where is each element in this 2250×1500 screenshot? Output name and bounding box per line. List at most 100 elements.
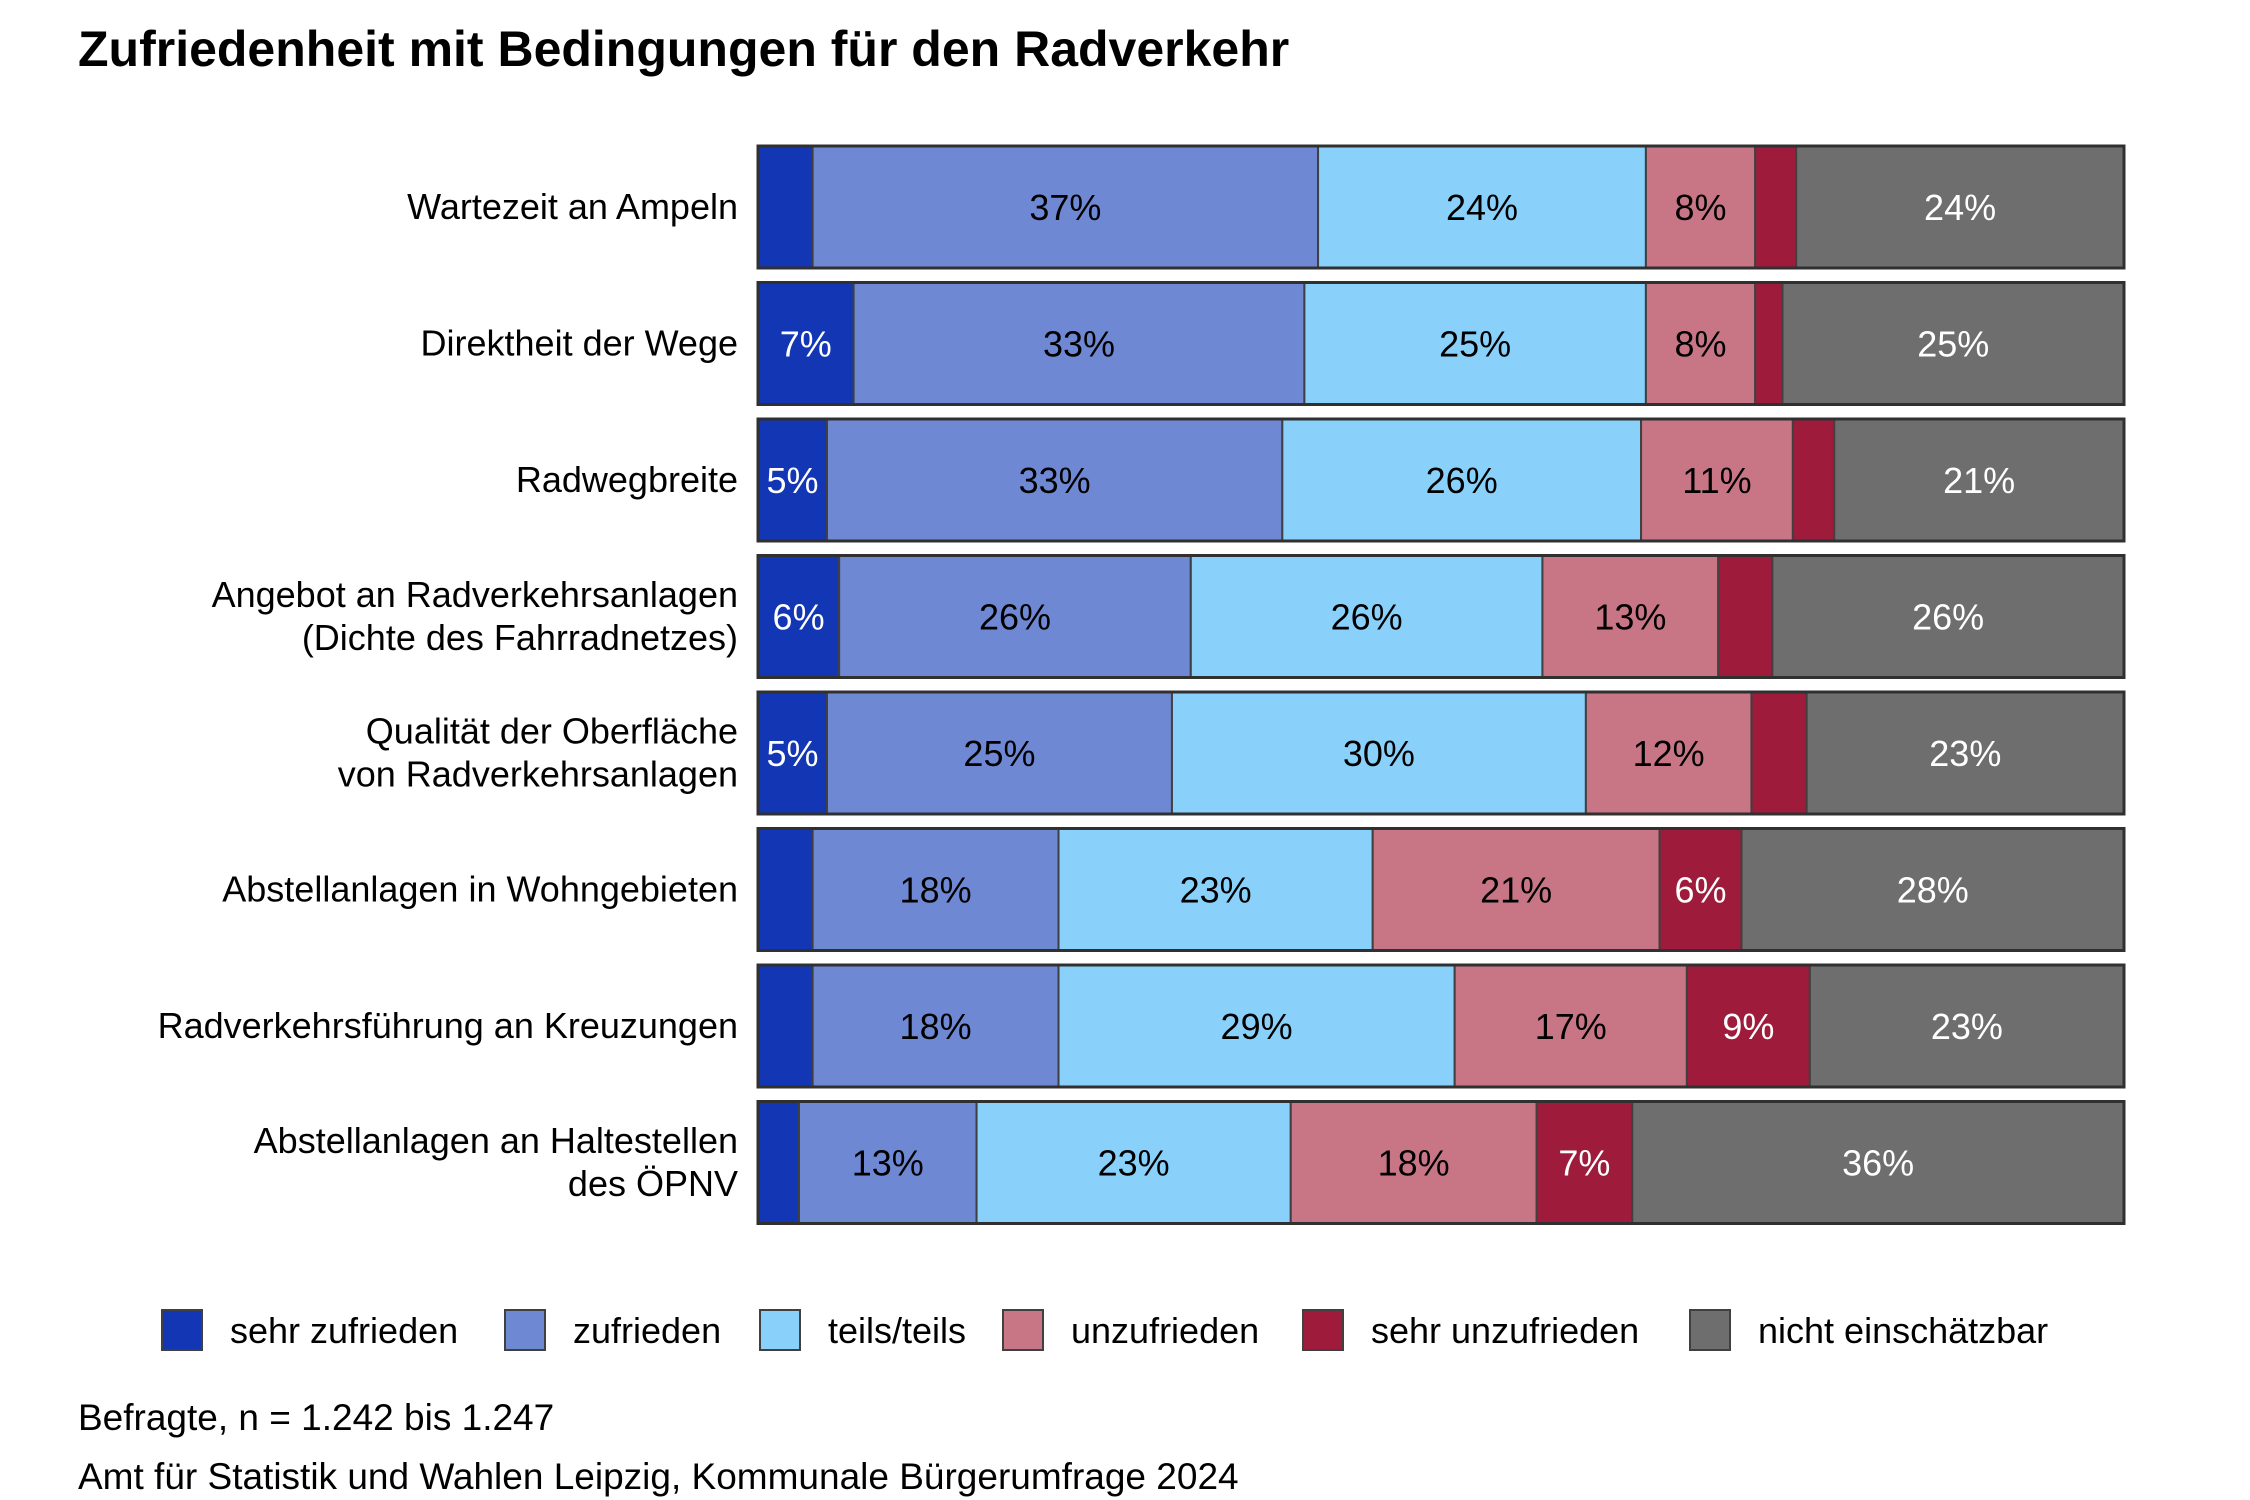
bar-segment xyxy=(1717,554,1774,679)
bar-outline xyxy=(756,417,2126,543)
category-label-line: Qualität der Oberfläche xyxy=(366,711,738,752)
legend-label: teils/teils xyxy=(828,1310,966,1351)
data-label: 25% xyxy=(1917,324,1989,365)
data-label: 6% xyxy=(1675,870,1727,911)
sample-note: Befragte, n = 1.242 bis 1.247 xyxy=(78,1397,555,1438)
category-label-line: Radwegbreite xyxy=(516,459,738,500)
legend-label: sehr unzufrieden xyxy=(1371,1310,1639,1351)
bar-segment xyxy=(1453,964,1688,1088)
legend-swatch xyxy=(504,1309,546,1351)
bar-segment xyxy=(757,418,828,542)
legend-label: unzufrieden xyxy=(1071,1310,1259,1351)
category-label-line: von Radverkehrsanlagen xyxy=(338,754,738,795)
bar-segment xyxy=(1771,554,2125,679)
category-label: Radverkehrsführung an Kreuzungen xyxy=(158,1005,738,1046)
bar-segment xyxy=(1584,691,1753,815)
bar-outline xyxy=(756,963,2126,1089)
bar-segment xyxy=(1754,145,1798,269)
data-label: 23% xyxy=(1929,733,2001,774)
data-label: 6% xyxy=(773,597,825,638)
bar-segment xyxy=(1371,827,1661,952)
category-label-line: Radverkehrsführung an Kreuzungen xyxy=(158,1005,738,1046)
data-label: 33% xyxy=(1019,460,1091,501)
bar-segment xyxy=(1057,964,1456,1088)
bar-segment xyxy=(1535,1100,1634,1225)
data-label: 11% xyxy=(1682,460,1751,501)
legend-swatch xyxy=(161,1309,203,1351)
bar-segment xyxy=(1644,145,1757,269)
data-label: 26% xyxy=(1912,597,1984,638)
bar-segment xyxy=(757,827,814,952)
data-label: 12% xyxy=(1633,733,1705,774)
data-label: 24% xyxy=(1924,187,1996,228)
bar-segment xyxy=(1805,691,2126,815)
category-label: Angebot an Radverkehrsanlagen (Dichte des… xyxy=(212,574,738,658)
data-label: 26% xyxy=(979,597,1051,638)
legend-swatch xyxy=(1002,1309,1044,1351)
category-label-line: Direktheit der Wege xyxy=(421,323,738,364)
data-label: 18% xyxy=(1378,1143,1450,1184)
data-label: 28% xyxy=(1897,870,1969,911)
data-label: 13% xyxy=(852,1143,924,1184)
category-label: Wartezeit an Ampeln xyxy=(407,186,738,227)
bar-segment xyxy=(1303,281,1647,406)
bar-outline xyxy=(756,1100,2126,1225)
data-label: 37% xyxy=(1029,187,1101,228)
data-label: 7% xyxy=(1558,1143,1610,1184)
data-label: 21% xyxy=(1943,460,2015,501)
bar-segment xyxy=(838,554,1192,679)
category-label-line: (Dichte des Fahrradnetzes) xyxy=(302,617,738,658)
bar-segment xyxy=(757,145,814,269)
bar-segment xyxy=(1057,827,1374,952)
bar-segment xyxy=(757,964,814,1088)
data-label: 13% xyxy=(1594,597,1666,638)
data-label: 21% xyxy=(1480,870,1552,911)
bar-segment xyxy=(1658,827,1743,952)
bar-segment xyxy=(1685,964,1811,1088)
data-label: 23% xyxy=(1931,1006,2003,1047)
data-label: 26% xyxy=(1426,460,1498,501)
bar-segment xyxy=(757,554,841,679)
data-label: 5% xyxy=(766,460,818,501)
bar-segment xyxy=(1289,1100,1538,1225)
legend-label: nicht einschätzbar xyxy=(1758,1310,2048,1351)
data-label: 8% xyxy=(1675,187,1727,228)
data-label: 7% xyxy=(780,324,832,365)
data-label: 5% xyxy=(766,733,818,774)
bar-outline xyxy=(756,281,2126,406)
category-label-line: Angebot an Radverkehrsanlagen xyxy=(212,574,738,615)
bar-segment xyxy=(1791,418,1836,542)
data-label: 30% xyxy=(1343,733,1415,774)
data-label: 23% xyxy=(1098,1143,1170,1184)
data-label: 23% xyxy=(1180,870,1252,911)
bar-segment xyxy=(825,691,1173,815)
legend-label: zufrieden xyxy=(573,1310,721,1351)
category-label: Qualität der Oberfläche von Radverkehrsan… xyxy=(338,711,738,795)
bar-segment xyxy=(1754,281,1784,406)
bar-segment xyxy=(1750,691,1808,815)
bar-segment xyxy=(1795,145,2126,269)
bar-segment xyxy=(825,418,1284,542)
data-label: 18% xyxy=(900,870,972,911)
bar-segment xyxy=(1781,281,2125,406)
data-label: 18% xyxy=(900,1006,972,1047)
bar-segment xyxy=(1640,418,1794,542)
bar-segment xyxy=(1631,1100,2125,1225)
data-label: 25% xyxy=(963,733,1035,774)
bar-segment xyxy=(811,145,1320,269)
data-label: 17% xyxy=(1535,1006,1607,1047)
bar-outline xyxy=(756,827,2126,952)
legend-swatch xyxy=(759,1309,801,1351)
data-label: 25% xyxy=(1439,324,1511,365)
bar-outline xyxy=(756,554,2126,679)
chart-title: Zufriedenheit mit Bedingungen für den Ra… xyxy=(78,21,1290,77)
category-label-line: Abstellanlagen an Haltestellen xyxy=(254,1120,738,1161)
bar-segment xyxy=(1833,418,2125,542)
bar-segment xyxy=(757,1100,800,1225)
source-note: Amt für Statistik und Wahlen Leipzig, Ko… xyxy=(78,1456,1239,1497)
category-label: Abstellanlagen an Haltestellen des ÖPNV xyxy=(254,1120,738,1204)
bar-segment xyxy=(1189,554,1544,679)
data-label: 29% xyxy=(1221,1006,1293,1047)
category-label-line: Abstellanlagen in Wohngebieten xyxy=(222,869,738,910)
legend-label: sehr zufrieden xyxy=(230,1310,458,1351)
